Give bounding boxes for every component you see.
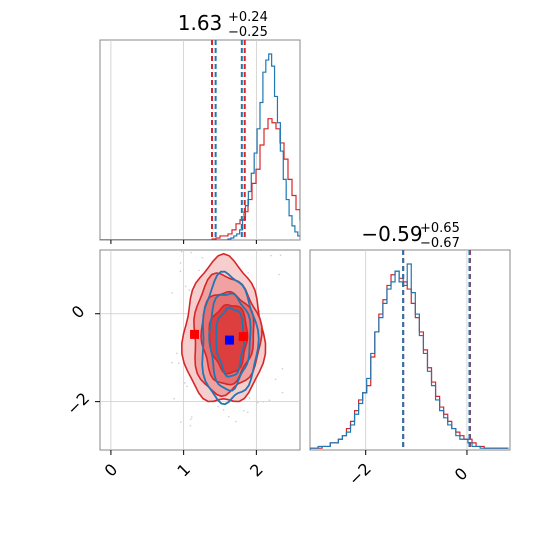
sample-point	[274, 378, 277, 381]
marker-series-0-1	[238, 332, 248, 342]
marker-series-0-0	[190, 329, 200, 339]
sample-point	[227, 415, 230, 418]
sample-point	[190, 251, 192, 254]
sample-point	[247, 272, 249, 274]
marginal-panel-p0	[99, 39, 301, 241]
sample-point	[201, 256, 204, 259]
histogram-p0-series-1	[100, 53, 300, 240]
sample-point	[278, 273, 280, 276]
tick-label-joint-x-2: 2	[246, 460, 267, 481]
sample-point	[179, 270, 182, 273]
tick-label-joint-y-0: 0	[68, 302, 89, 323]
title-p1-minus: −0.67	[420, 236, 460, 251]
sample-point	[179, 421, 182, 423]
title-p1: −0.59	[361, 222, 422, 246]
sample-point	[179, 262, 182, 264]
sample-point	[171, 292, 174, 294]
joint-panel	[99, 249, 301, 451]
contour-series-1-level-2	[215, 306, 246, 378]
sample-point	[281, 367, 284, 370]
title-p0-minus: −0.25	[228, 25, 268, 40]
sample-point	[279, 254, 282, 257]
contour-series-1-level-1	[208, 292, 252, 392]
tick-label-joint-y-1: −2	[63, 389, 93, 419]
sample-point	[248, 397, 251, 399]
sample-point	[186, 385, 188, 388]
tick-label-joint-x-0: 0	[101, 460, 122, 481]
sample-point	[256, 401, 259, 404]
sample-point	[177, 362, 180, 365]
sample-point	[176, 352, 178, 355]
title-p0-median: 1.63	[178, 11, 223, 35]
sample-point	[281, 391, 284, 394]
sample-point	[190, 416, 193, 418]
sample-point	[180, 250, 183, 253]
sample-point	[243, 409, 245, 412]
sample-point	[235, 420, 237, 423]
sample-point	[262, 400, 265, 403]
sample-point	[270, 254, 272, 257]
contour-series-1-level-0	[201, 270, 260, 406]
title-p1-plus: +0.65	[420, 221, 460, 236]
sample-point	[190, 418, 192, 421]
sample-point	[171, 361, 173, 364]
sample-point	[246, 411, 249, 414]
sample-point	[173, 397, 175, 400]
tick-label-joint-x-1: 1	[173, 460, 194, 481]
marginal-panel-p0-frame	[99, 39, 301, 241]
sample-point	[268, 399, 271, 402]
sample-point	[183, 382, 186, 384]
title-p0: 1.63	[178, 11, 223, 35]
sample-point	[198, 269, 200, 272]
tick-label-m1-1: 0	[451, 464, 472, 485]
sample-point	[217, 405, 220, 408]
title-p1-median: −0.59	[361, 222, 422, 246]
marginal-panel-p1-frame	[309, 249, 511, 451]
marker-series-1-0	[224, 335, 234, 345]
tick-label-m1-0: −2	[345, 459, 375, 489]
sample-point	[189, 424, 192, 427]
title-p0-plus: +0.24	[228, 10, 268, 25]
marginal-panel-p1	[309, 249, 511, 451]
sample-point	[222, 409, 225, 411]
sample-point	[188, 289, 190, 291]
sample-point	[185, 285, 187, 288]
